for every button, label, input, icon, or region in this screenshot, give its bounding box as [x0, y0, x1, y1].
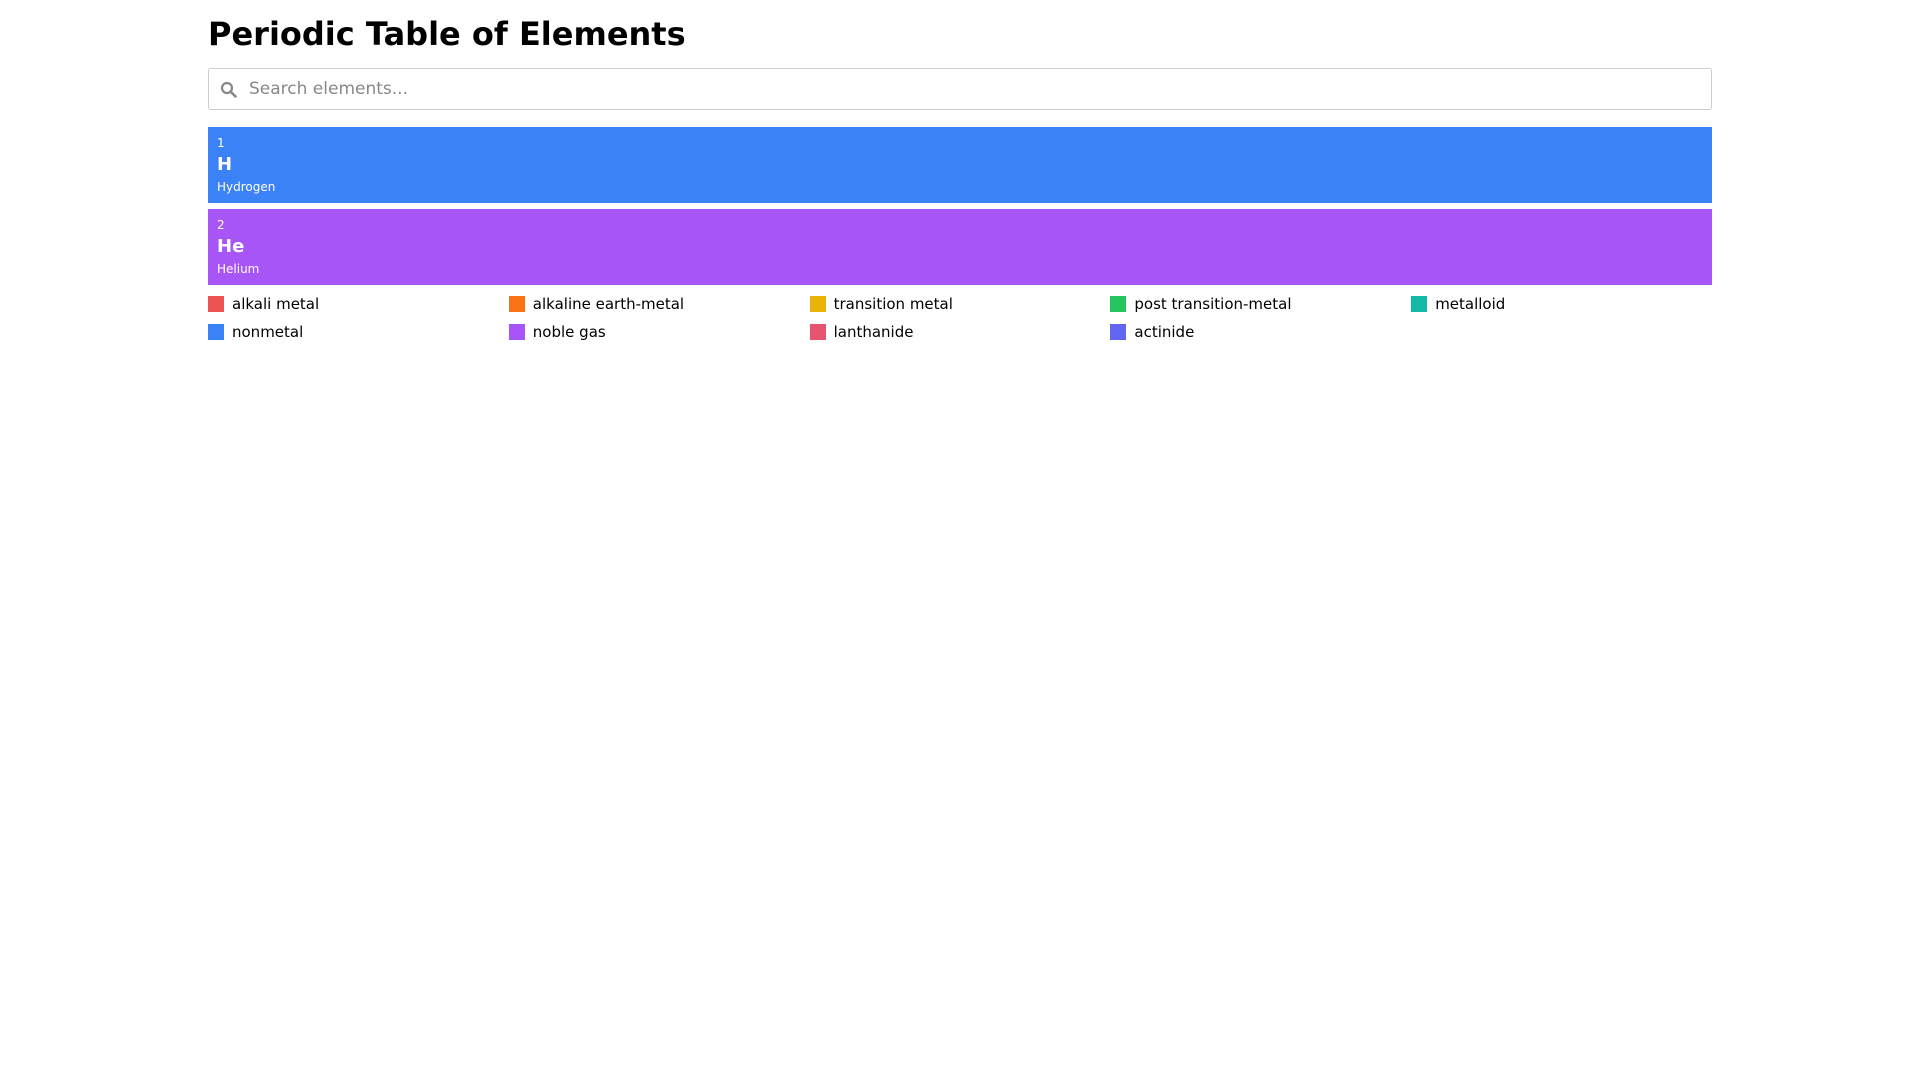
container: Periodic Table of Elements Search elemen…	[208, 0, 1712, 341]
legend-swatch	[208, 296, 224, 312]
legend-label: lanthanide	[833, 323, 914, 341]
legend: alkali metal alkaline earth-metal transiti…	[208, 295, 1712, 341]
legend-swatch	[1411, 296, 1428, 312]
element-name: Helium	[217, 262, 260, 276]
element-list: 1 H Hydrogen 2 He Helium	[208, 127, 1712, 285]
atomic-number: 2	[217, 218, 225, 232]
legend-swatch	[508, 324, 525, 340]
element-symbol: H	[217, 154, 233, 175]
page-title: Periodic Table of Elements	[208, 15, 686, 53]
legend-item: post transition-metal	[1110, 295, 1411, 313]
legend-label: transition metal	[833, 295, 953, 313]
legend-swatch	[1110, 296, 1127, 312]
legend-label: alkali metal	[232, 295, 320, 313]
legend-item: actinide	[1110, 323, 1411, 341]
legend-swatch	[809, 296, 826, 312]
legend-item: metalloid	[1411, 295, 1712, 313]
search-placeholder: Search elements...	[249, 79, 408, 99]
legend-swatch	[809, 324, 826, 340]
legend-label: actinide	[1134, 323, 1195, 341]
element-card[interactable]: 1 H Hydrogen	[208, 127, 1712, 203]
legend-item: transition metal	[809, 295, 1111, 313]
search-box[interactable]: Search elements...	[208, 68, 1712, 110]
legend-swatch	[508, 296, 525, 312]
legend-item: alkali metal	[208, 295, 509, 313]
legend-label: alkaline earth-metal	[532, 295, 685, 313]
legend-label: nonmetal	[232, 323, 304, 341]
search-icon	[220, 81, 237, 98]
legend-item: lanthanide	[809, 323, 1111, 341]
element-name: Hydrogen	[217, 180, 276, 194]
legend-swatch	[208, 324, 224, 340]
legend-label: post transition-metal	[1134, 295, 1292, 313]
legend-label: noble gas	[532, 323, 606, 341]
legend-item: nonmetal	[208, 323, 509, 341]
legend-item: noble gas	[508, 323, 810, 341]
element-card[interactable]: 2 He Helium	[208, 209, 1712, 285]
legend-item: alkaline earth-metal	[508, 295, 810, 313]
atomic-number: 1	[217, 136, 225, 150]
legend-label: metalloid	[1435, 295, 1506, 313]
element-symbol: He	[217, 236, 245, 257]
legend-swatch	[1110, 324, 1127, 340]
